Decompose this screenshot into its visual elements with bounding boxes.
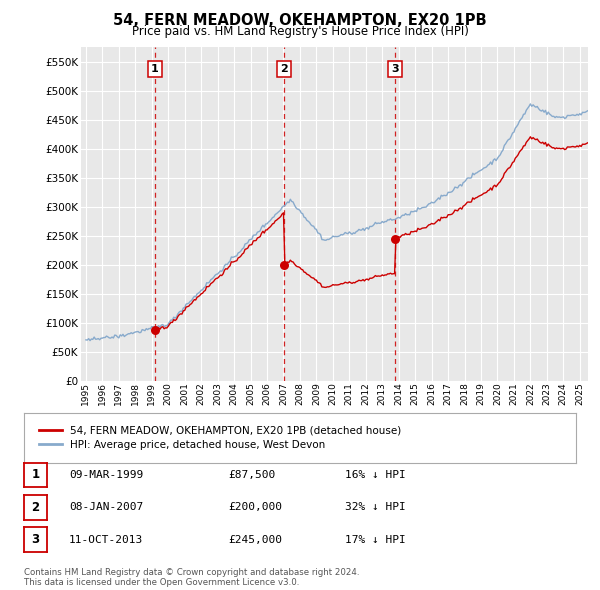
Text: 54, FERN MEADOW, OKEHAMPTON, EX20 1PB: 54, FERN MEADOW, OKEHAMPTON, EX20 1PB: [113, 13, 487, 28]
Text: 17% ↓ HPI: 17% ↓ HPI: [345, 535, 406, 545]
Text: 3: 3: [31, 533, 40, 546]
Text: Price paid vs. HM Land Registry's House Price Index (HPI): Price paid vs. HM Land Registry's House …: [131, 25, 469, 38]
Text: 09-MAR-1999: 09-MAR-1999: [69, 470, 143, 480]
Text: Contains HM Land Registry data © Crown copyright and database right 2024.
This d: Contains HM Land Registry data © Crown c…: [24, 568, 359, 587]
Text: 08-JAN-2007: 08-JAN-2007: [69, 503, 143, 512]
Text: £87,500: £87,500: [228, 470, 275, 480]
Text: 32% ↓ HPI: 32% ↓ HPI: [345, 503, 406, 512]
Text: 2: 2: [31, 501, 40, 514]
Text: 1: 1: [151, 64, 159, 74]
Legend: 54, FERN MEADOW, OKEHAMPTON, EX20 1PB (detached house), HPI: Average price, deta: 54, FERN MEADOW, OKEHAMPTON, EX20 1PB (d…: [35, 422, 406, 454]
Text: 16% ↓ HPI: 16% ↓ HPI: [345, 470, 406, 480]
Text: 1: 1: [31, 468, 40, 481]
Text: £245,000: £245,000: [228, 535, 282, 545]
Text: 3: 3: [391, 64, 399, 74]
Text: £200,000: £200,000: [228, 503, 282, 512]
Text: 11-OCT-2013: 11-OCT-2013: [69, 535, 143, 545]
Text: 2: 2: [280, 64, 288, 74]
